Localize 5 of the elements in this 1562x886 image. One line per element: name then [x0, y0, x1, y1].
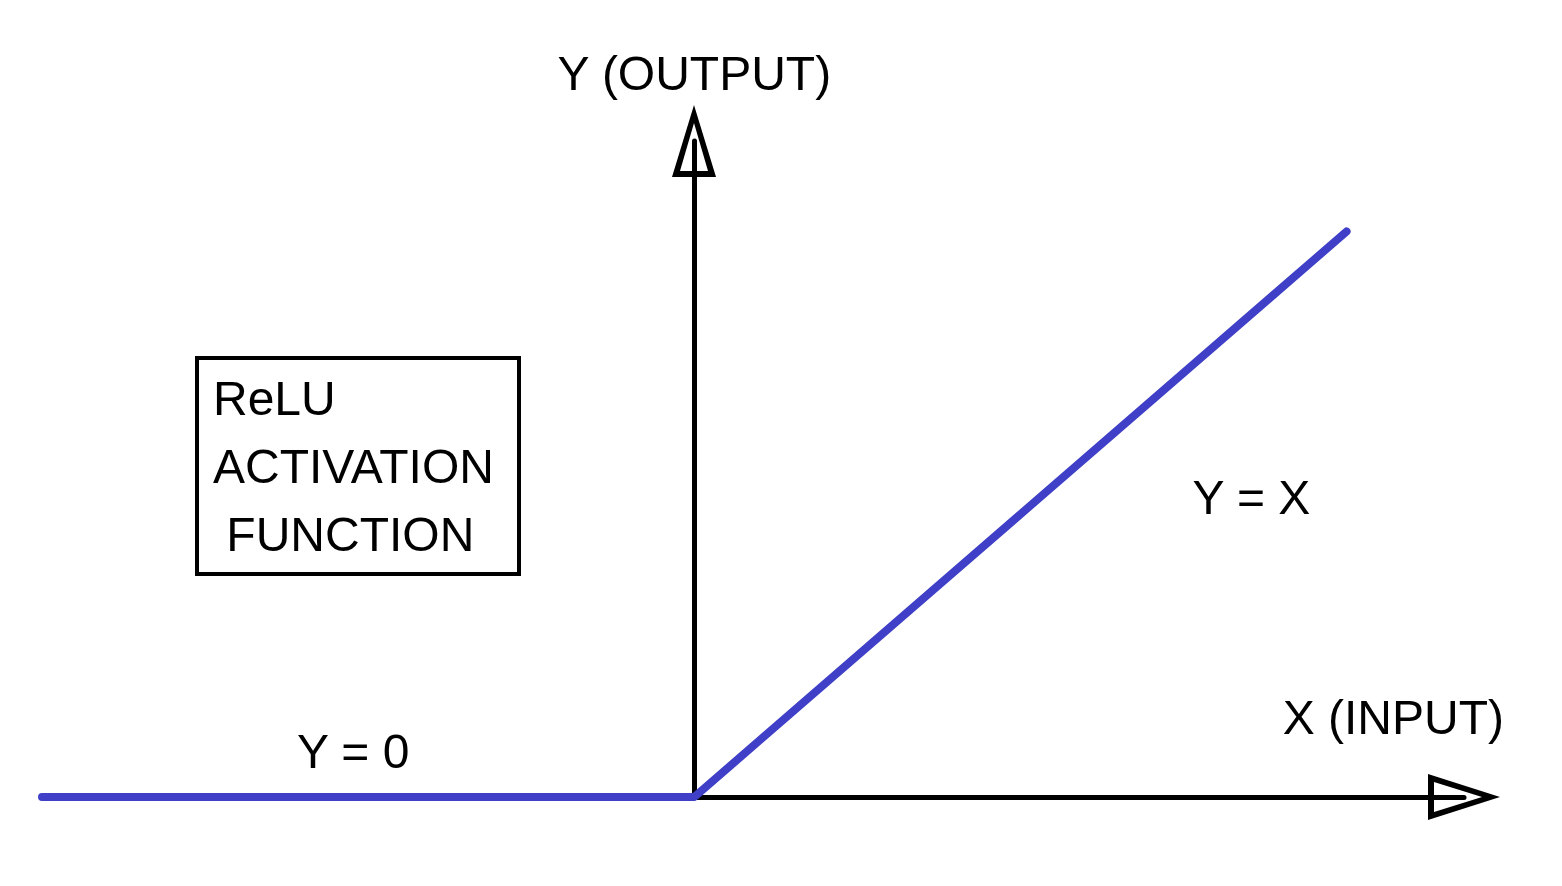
annotation: Y = 0	[296, 724, 410, 778]
x-axis-title: X (INPUT)	[1282, 690, 1504, 744]
y-axis-title: Y (OUTPUT)	[557, 46, 832, 100]
text: ReLU ACTIVATION FUNCTION	[213, 371, 494, 561]
annotation: Y = X	[1192, 470, 1311, 524]
